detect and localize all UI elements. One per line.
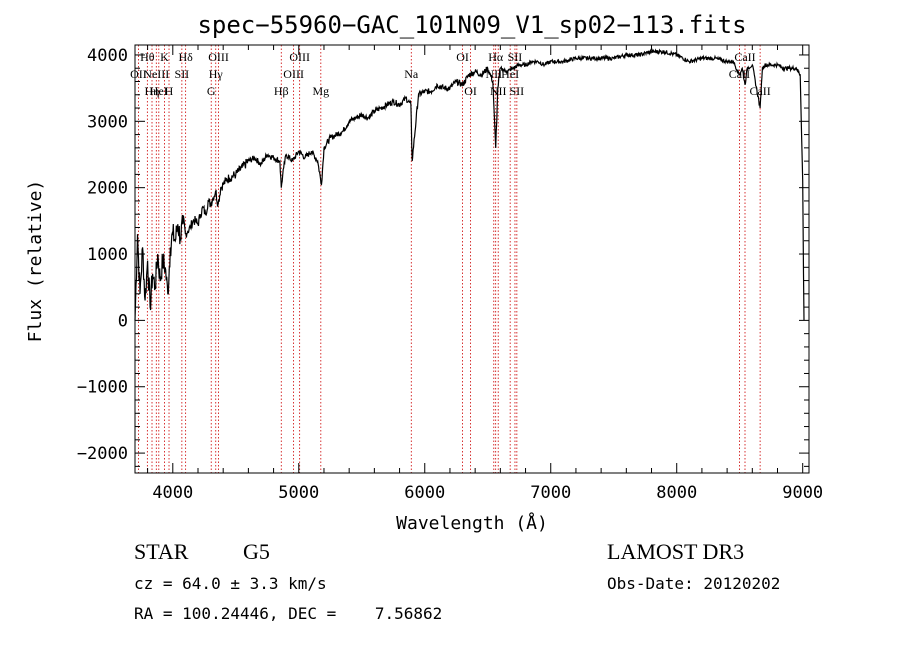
line-marker-label-20: Hα [488, 50, 504, 64]
chart-title: spec−55960−GAC_101N09_V1_sp02−113.fits [197, 11, 746, 39]
x-tick-label: 6000 [404, 483, 445, 503]
line-marker-labels: OIIHθHηNeIIIHeIKHSIIHδGHγOIIIHβOIIIOIIIM… [130, 50, 771, 98]
object-class: STAR [134, 539, 189, 564]
object-subclass: G5 [243, 539, 270, 564]
y-tick-label: 2000 [87, 179, 128, 199]
line-marker-label-8: Hδ [178, 50, 193, 64]
line-marker-label-1: Hθ [140, 50, 155, 64]
line-marker-label-23: SII [508, 50, 523, 64]
line-marker-label-12: Hβ [274, 84, 289, 98]
spectrum-line [134, 48, 805, 321]
y-tick-label: 1000 [87, 245, 128, 265]
y-tick-labels: −2000 −1000 0 1000 2000 3000 4000 [77, 46, 128, 464]
x-axis-label: Wavelength (Å) [396, 512, 548, 534]
line-marker-label-6: H [165, 84, 174, 98]
line-marker-label-19: NII [485, 67, 502, 81]
coordinates: RA = 100.24446, DEC = 7.56862 [134, 604, 443, 623]
line-marker-label-18: OI [464, 84, 477, 98]
y-tick-label: 4000 [87, 46, 128, 66]
axis-ticks [135, 45, 809, 473]
line-marker-label-11: OIII [208, 50, 229, 64]
x-tick-labels: 4000 5000 6000 7000 8000 9000 [152, 483, 823, 503]
line-marker-label-14: OIII [289, 50, 310, 64]
line-marker-label-13: OIII [283, 67, 304, 81]
x-tick-label: 8000 [656, 483, 697, 503]
line-marker-label-0: OII [130, 67, 147, 81]
line-marker-label-2: Hη [145, 84, 160, 98]
line-marker-label-10: Hγ [209, 67, 224, 81]
line-marker-label-17: OI [456, 50, 469, 64]
line-markers [138, 45, 761, 473]
line-marker-label-27: CaII [749, 84, 770, 98]
line-marker-label-3: NeIII [143, 67, 169, 81]
x-tick-label: 9000 [782, 483, 823, 503]
line-marker-label-16: Na [404, 67, 419, 81]
line-marker-label-24: SII [510, 84, 525, 98]
survey-name: LAMOST DR3 [607, 539, 745, 564]
redshift-info: cz = 64.0 ± 3.3 km/s [134, 574, 327, 593]
line-marker-label-4: HeI [150, 84, 168, 98]
line-marker-label-5: K [160, 50, 169, 64]
y-tick-label: −1000 [77, 378, 128, 398]
line-marker-label-15: Mg [312, 84, 329, 98]
y-tick-label: −2000 [77, 444, 128, 464]
line-marker-label-26: CaII [734, 50, 755, 64]
x-tick-label: 7000 [530, 483, 571, 503]
x-tick-label: 5000 [278, 483, 319, 503]
y-tick-label: 0 [118, 311, 128, 331]
y-tick-label: 3000 [87, 112, 128, 132]
line-marker-label-7: SII [175, 67, 190, 81]
plot-frame [134, 44, 810, 474]
line-marker-label-9: G [207, 84, 216, 98]
y-axis-label: Flux (relative) [25, 180, 46, 343]
obs-date: Obs-Date: 20120202 [607, 574, 781, 593]
x-tick-label: 4000 [152, 483, 193, 503]
